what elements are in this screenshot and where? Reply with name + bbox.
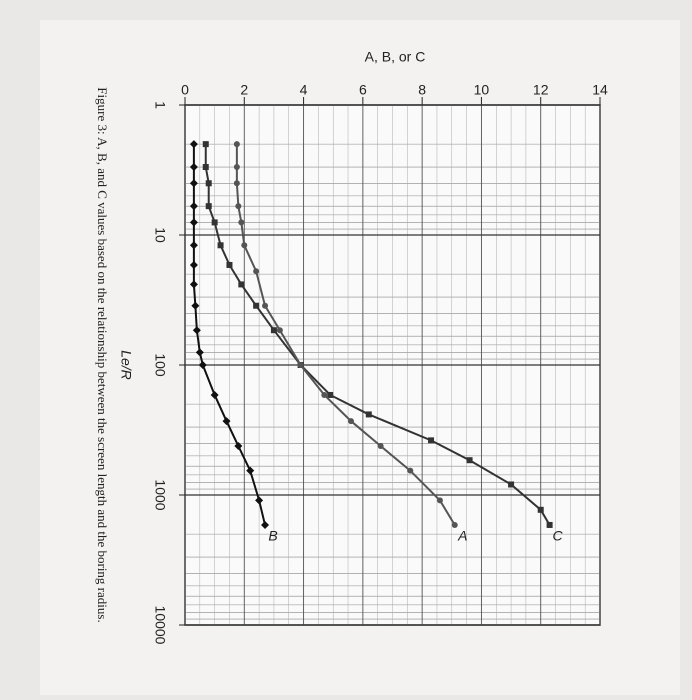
marker: [407, 467, 414, 474]
y-tick-label: 12: [533, 82, 549, 98]
marker: [241, 242, 248, 249]
marker: [546, 521, 553, 528]
marker: [189, 179, 198, 188]
marker: [189, 202, 198, 211]
marker: [189, 241, 198, 250]
marker: [253, 268, 260, 275]
y-axis-title: A, B, or C: [365, 49, 426, 65]
y-tick-label: 10: [474, 82, 490, 98]
x-tick-label: 10000: [152, 606, 168, 645]
caption: Figure 3: A, B, and C values based on th…: [95, 87, 110, 622]
series-label: B: [268, 528, 277, 544]
marker: [261, 520, 270, 529]
series-label: A: [457, 528, 467, 544]
marker: [466, 457, 473, 464]
y-tick-label: 4: [300, 82, 308, 98]
marker: [428, 437, 435, 444]
marker: [327, 391, 334, 398]
marker: [235, 203, 242, 210]
x-tick-label: 10: [152, 227, 168, 243]
y-tick-label: 0: [181, 82, 189, 98]
marker: [198, 361, 207, 369]
marker: [262, 302, 269, 309]
marker: [233, 180, 240, 187]
x-axis-title: Le/R: [118, 350, 134, 380]
marker: [508, 481, 515, 488]
marker: [253, 302, 260, 309]
marker: [205, 203, 212, 210]
marker: [348, 418, 354, 425]
marker: [255, 496, 264, 505]
marker: [233, 141, 240, 148]
marker: [202, 164, 209, 171]
marker: [238, 219, 245, 226]
marker: [226, 261, 233, 268]
marker: [297, 362, 304, 368]
marker: [246, 466, 255, 475]
marker: [189, 163, 198, 172]
marker: [211, 219, 218, 226]
marker: [189, 280, 198, 289]
y-tick-label: 2: [240, 82, 248, 98]
series-label: C: [553, 528, 564, 544]
x-tick-label: 1000: [152, 479, 168, 510]
series-line: [204, 144, 551, 526]
marker: [365, 411, 372, 418]
x-tick-label: 100: [152, 353, 168, 377]
y-tick-label: 14: [592, 82, 608, 98]
marker: [210, 390, 219, 399]
marker: [238, 281, 245, 288]
y-tick-label: 6: [359, 82, 367, 98]
marker: [195, 348, 204, 357]
y-tick-label: 8: [418, 82, 426, 98]
marker: [436, 497, 443, 504]
marker: [276, 327, 283, 334]
plot: 0 2 4 6 8 10 12 14 1 10 100 1000 10000 Le/R Figure 3: …: [95, 82, 608, 645]
marker: [189, 260, 198, 269]
marker: [377, 443, 384, 450]
marker: [189, 140, 198, 149]
x-tick-label: 1: [152, 101, 168, 109]
marker: [234, 442, 243, 451]
marker: [191, 301, 200, 310]
series-line: [235, 144, 456, 526]
marker: [321, 391, 328, 398]
marker: [451, 521, 458, 528]
marker: [217, 242, 224, 249]
marker: [192, 326, 201, 335]
marker: [189, 218, 198, 227]
marker: [270, 327, 277, 334]
marker: [537, 506, 544, 513]
marker: [202, 141, 209, 148]
marker: [222, 417, 231, 426]
marker: [233, 164, 240, 171]
marker: [205, 180, 212, 187]
